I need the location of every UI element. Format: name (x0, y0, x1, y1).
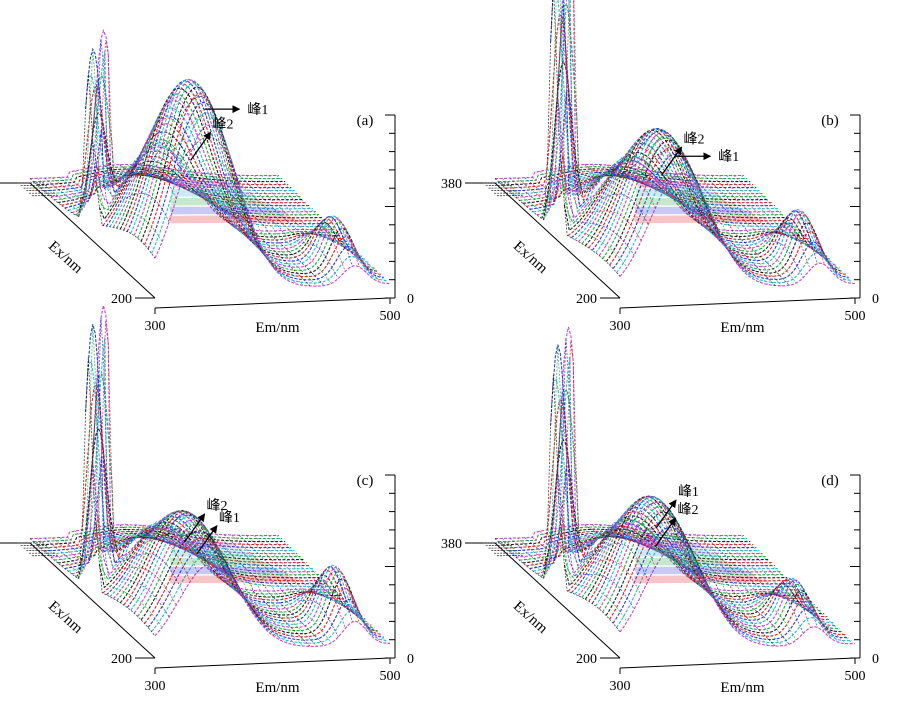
contour-band (634, 215, 769, 223)
contour-band (634, 207, 754, 215)
ex-tick-label: 200 (576, 652, 597, 667)
ex-tick-label: 200 (111, 292, 132, 307)
mesh-line-em (525, 0, 648, 225)
contour-band (169, 207, 289, 215)
contour-band (634, 575, 769, 583)
surface-mesh (495, 0, 855, 286)
em-axis-title: Em/nm (255, 320, 299, 336)
contour-band (635, 558, 740, 566)
ex-axis-title: Ex/nm (510, 598, 551, 637)
chart-panel-b: 380 200 300 500 0 Em/nm Ex/nm (b) 峰1 峰2 (441, 0, 879, 336)
em-tick-label: 300 (145, 679, 166, 694)
panel-label: (c) (357, 473, 374, 489)
ex-tick-label: 200 (111, 652, 132, 667)
contour-band (169, 575, 304, 583)
contour-band (634, 567, 754, 575)
mesh-line-em (60, 318, 183, 593)
panel-label: (b) (821, 113, 839, 129)
peak-label: 峰2 (213, 116, 234, 132)
em-axis-title: Em/nm (255, 680, 299, 696)
z-tick-label: 0 (872, 652, 879, 667)
contour-band (636, 540, 709, 549)
mesh-line-ex (499, 527, 748, 542)
em-tick-label: 300 (610, 679, 631, 694)
ex-tick-label: 380 (441, 537, 462, 552)
z-tick-label: 0 (872, 292, 879, 307)
peak-label: 峰2 (678, 502, 699, 518)
mesh-line-em (495, 0, 620, 277)
em-tick-label: 500 (380, 309, 401, 324)
surface-contour-bands (634, 540, 769, 583)
peak-label: 峰2 (207, 498, 228, 514)
mesh-line-em (659, 532, 775, 646)
ex-axis-title: Ex/nm (45, 238, 86, 277)
surface-contour-bands (169, 180, 304, 223)
chart-panel-d: 380 200 300 500 0 Em/nm Ex/nm (d) 峰1 峰2 (441, 327, 879, 696)
em-axis-line (620, 658, 855, 668)
surface-mesh (30, 306, 390, 647)
mesh-line-em (742, 536, 853, 644)
em-tick-label: 500 (380, 669, 401, 684)
em-tick-label: 300 (610, 319, 631, 334)
em-tick-label: 300 (145, 319, 166, 334)
em-axis-title: Em/nm (720, 320, 764, 336)
contour-band (170, 558, 275, 566)
surface-mesh (30, 31, 390, 287)
surface-mesh (495, 327, 855, 646)
peak-label: 峰1 (678, 484, 699, 500)
peak-label: 峰2 (684, 131, 705, 147)
ex-axis-title: Ex/nm (45, 598, 86, 637)
z-tick-label: 0 (407, 652, 414, 667)
ex-axis-line (495, 183, 620, 298)
contour-band (169, 215, 304, 223)
surface-contour-bands (634, 180, 769, 223)
z-tick-label: 0 (407, 292, 414, 307)
contour-band (635, 198, 740, 206)
em-axis-title: Em/nm (720, 680, 764, 696)
em-axis-line (155, 658, 390, 668)
em-axis-line (155, 298, 390, 308)
ex-tick-label: 200 (576, 292, 597, 307)
ex-tick-label: 380 (441, 177, 462, 192)
peak-label: 峰1 (718, 149, 739, 165)
ex-axis-title: Ex/nm (510, 238, 551, 277)
panel-label: (d) (821, 473, 839, 489)
panel-label: (a) (357, 113, 374, 129)
mesh-line-ex (68, 338, 313, 572)
contour-band (169, 567, 289, 575)
contour-band (171, 540, 244, 549)
peak-label: 峰1 (247, 102, 268, 118)
em-tick-label: 500 (845, 309, 866, 324)
em-tick-label: 500 (845, 669, 866, 684)
surface-contour-bands (169, 540, 304, 583)
em-axis-line (620, 298, 855, 308)
contour-band (170, 198, 275, 206)
